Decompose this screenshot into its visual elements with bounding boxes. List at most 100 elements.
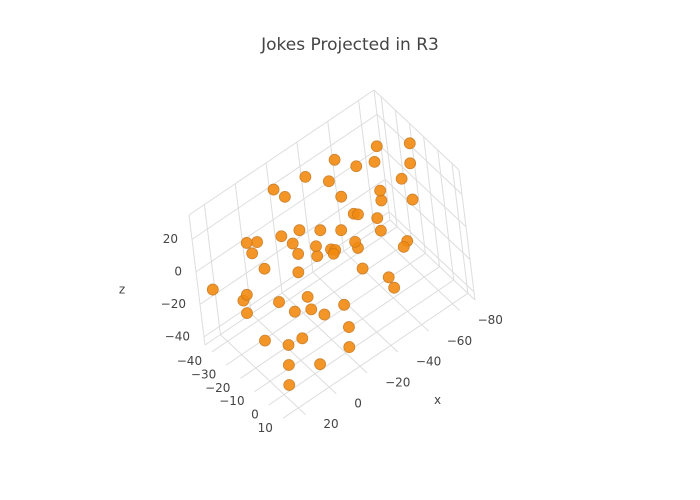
point bbox=[382, 271, 395, 284]
grid-line bbox=[195, 146, 382, 273]
z-tick-label: −40 bbox=[165, 329, 190, 343]
y-tick-label: −20 bbox=[205, 381, 230, 395]
point bbox=[251, 236, 263, 248]
point bbox=[283, 379, 296, 391]
point bbox=[275, 230, 288, 243]
point bbox=[282, 339, 295, 351]
grid-line bbox=[380, 146, 467, 228]
grid-line bbox=[225, 239, 412, 366]
x-tick-label: −40 bbox=[416, 355, 441, 369]
point bbox=[240, 237, 253, 249]
point bbox=[267, 183, 280, 196]
point bbox=[241, 307, 253, 320]
point bbox=[349, 235, 362, 248]
grid-line bbox=[265, 162, 283, 293]
point bbox=[350, 160, 363, 173]
x-tick-label: 0 bbox=[354, 396, 362, 410]
point bbox=[282, 359, 295, 371]
point bbox=[310, 240, 322, 253]
point bbox=[395, 172, 408, 185]
grid-line bbox=[191, 113, 378, 240]
point bbox=[338, 298, 350, 311]
point bbox=[314, 358, 326, 371]
point bbox=[288, 305, 301, 318]
point bbox=[299, 170, 312, 183]
grid-line bbox=[380, 96, 398, 227]
z-tick-label: 0 bbox=[174, 264, 182, 278]
point bbox=[240, 288, 253, 301]
point bbox=[406, 193, 419, 206]
point bbox=[327, 247, 340, 260]
point bbox=[206, 283, 219, 296]
grid-line bbox=[296, 142, 314, 273]
point bbox=[335, 224, 348, 237]
grid-line bbox=[374, 230, 460, 311]
z-tick-label: −20 bbox=[161, 297, 186, 311]
grid-line bbox=[358, 100, 376, 231]
y-tick-label: 0 bbox=[251, 408, 259, 422]
point bbox=[374, 184, 387, 197]
point bbox=[343, 341, 356, 353]
point bbox=[314, 224, 327, 237]
grid-line bbox=[388, 211, 475, 293]
point bbox=[371, 212, 384, 225]
point bbox=[278, 190, 291, 203]
box-edge bbox=[188, 89, 375, 216]
y-tick-label: 10 bbox=[258, 421, 273, 435]
point bbox=[301, 290, 314, 303]
point bbox=[375, 194, 388, 207]
point bbox=[397, 240, 410, 253]
point bbox=[305, 303, 318, 316]
grid-line bbox=[312, 271, 399, 353]
x-tick-label: −20 bbox=[385, 375, 410, 389]
x-axis-title: x bbox=[434, 393, 441, 407]
point bbox=[293, 224, 306, 237]
grid-line bbox=[423, 136, 441, 267]
point bbox=[388, 281, 401, 294]
grid-line bbox=[220, 334, 306, 415]
point bbox=[352, 208, 364, 221]
grid-line bbox=[250, 313, 337, 395]
grid-line bbox=[282, 292, 469, 419]
point bbox=[335, 190, 348, 203]
grid-line bbox=[268, 279, 455, 406]
y-tick-label: −30 bbox=[191, 368, 216, 382]
point bbox=[246, 247, 259, 260]
grid-line bbox=[376, 114, 463, 195]
y-tick-label: −10 bbox=[219, 394, 244, 408]
point bbox=[356, 262, 369, 275]
point bbox=[259, 334, 271, 347]
point bbox=[296, 332, 309, 345]
point bbox=[403, 137, 416, 150]
x-tick-label: 20 bbox=[323, 417, 338, 431]
grid-line bbox=[384, 179, 471, 260]
box-edge bbox=[373, 89, 391, 221]
z-tick-label: 20 bbox=[163, 232, 178, 246]
point bbox=[311, 250, 324, 262]
point bbox=[328, 153, 341, 166]
point bbox=[404, 157, 417, 170]
x-tick-label: −60 bbox=[447, 334, 472, 348]
point bbox=[322, 175, 335, 188]
point bbox=[318, 308, 331, 321]
grid-line bbox=[343, 250, 430, 332]
box-edge bbox=[458, 169, 476, 301]
grid-line bbox=[211, 226, 398, 353]
y-tick-label: −40 bbox=[177, 354, 202, 368]
box-edge bbox=[389, 219, 476, 301]
chart-title: Jokes Projected in R3 bbox=[260, 35, 439, 55]
box-edge bbox=[188, 214, 206, 346]
point bbox=[258, 262, 271, 275]
grid-line bbox=[451, 163, 469, 294]
x-tick-label: −80 bbox=[478, 313, 503, 327]
point bbox=[374, 224, 387, 237]
z-axis-title: z bbox=[119, 283, 125, 297]
point bbox=[292, 248, 305, 260]
point bbox=[286, 237, 299, 250]
box-edge bbox=[373, 89, 460, 171]
point bbox=[370, 140, 383, 153]
grid-line bbox=[240, 252, 426, 379]
grid-line bbox=[437, 149, 455, 281]
point bbox=[368, 155, 381, 168]
